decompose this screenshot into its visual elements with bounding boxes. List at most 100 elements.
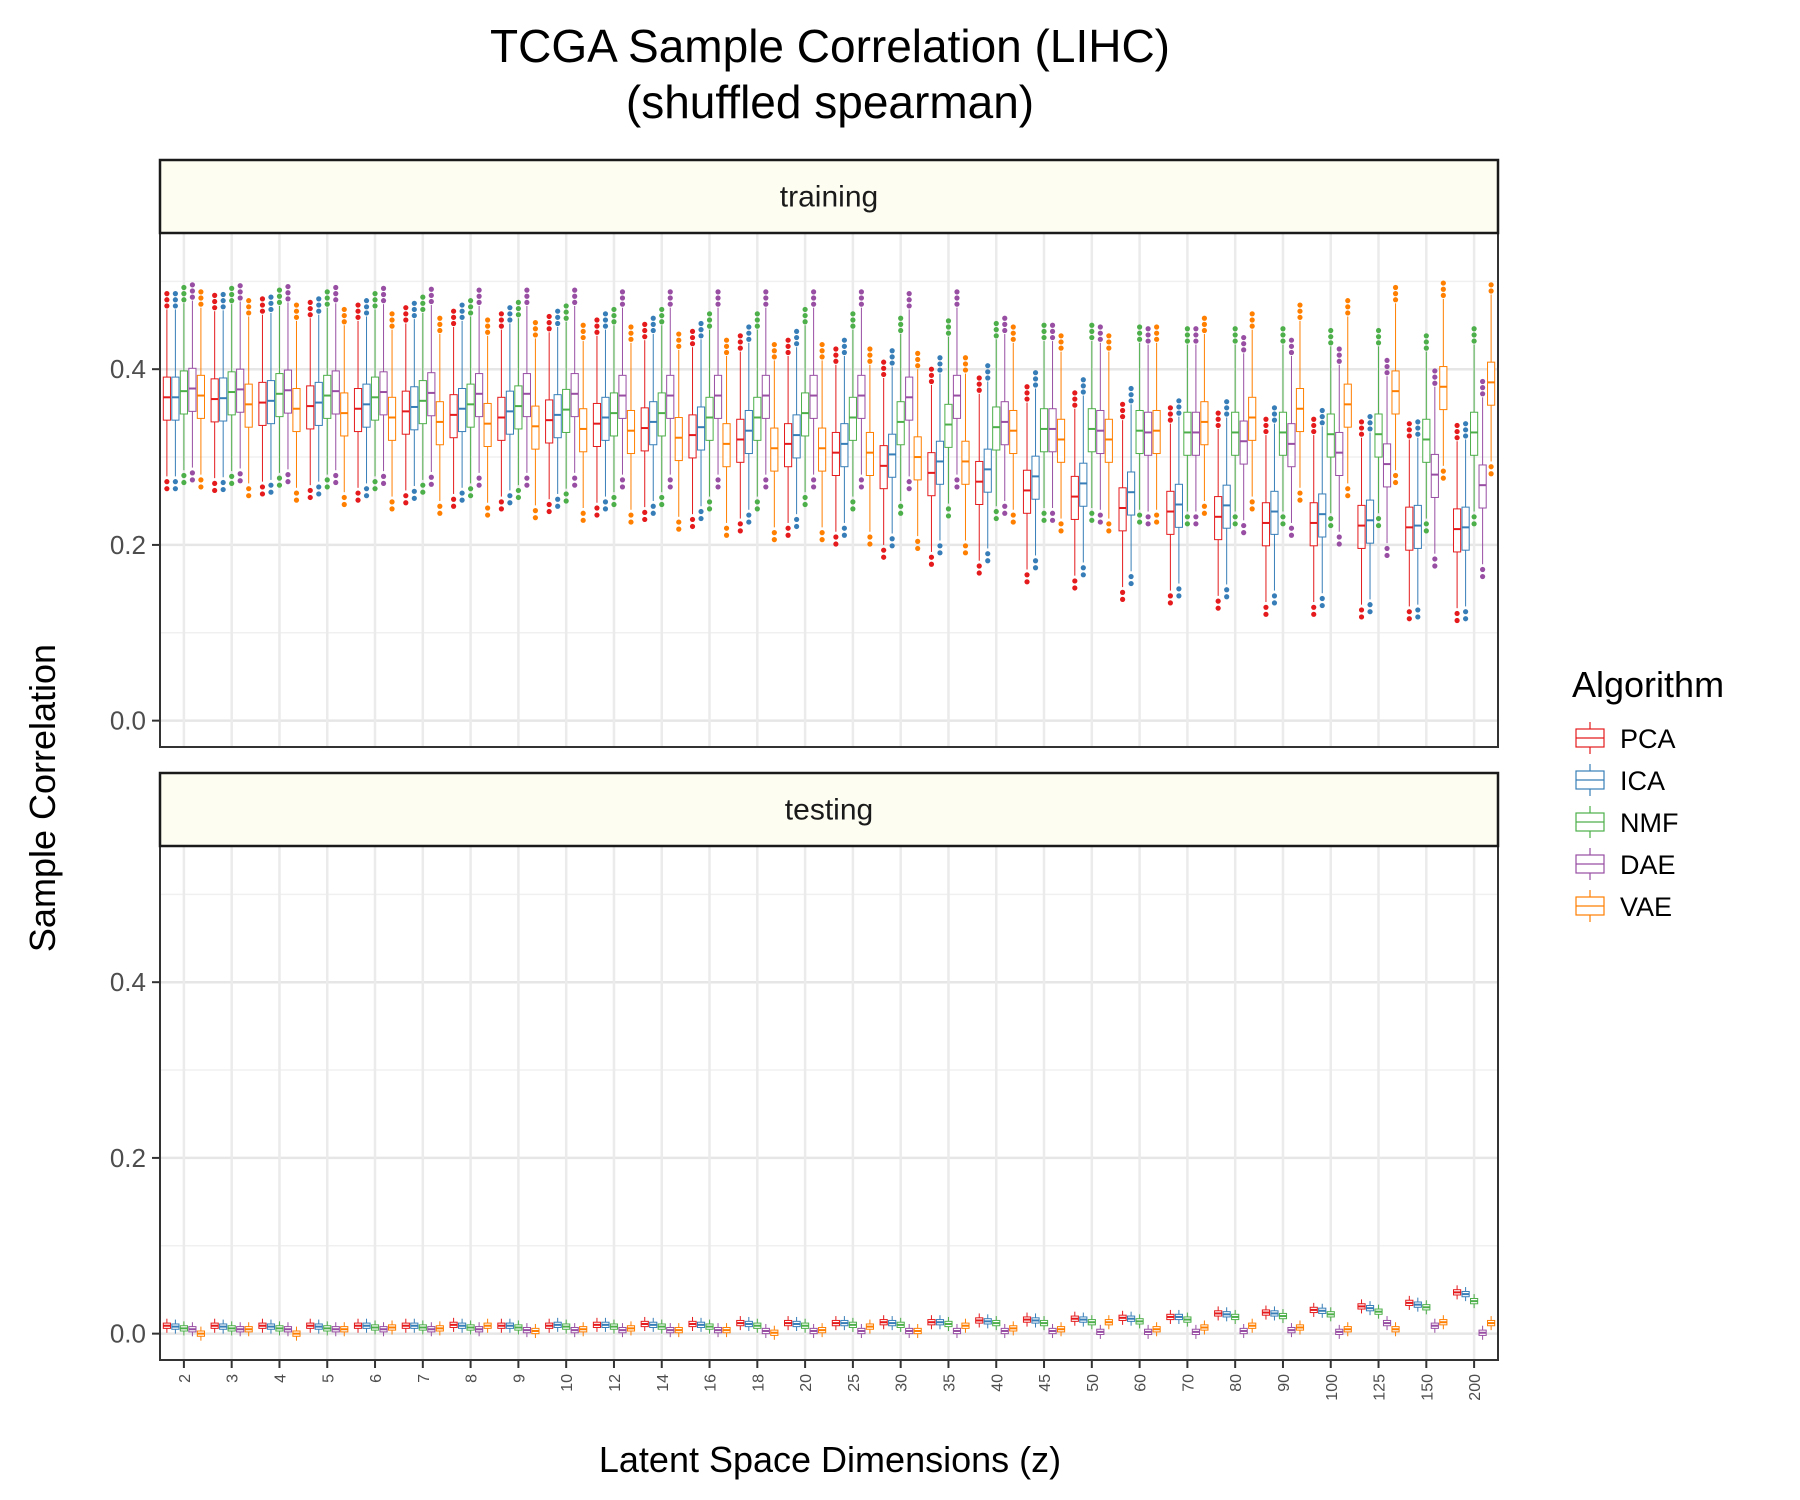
outlier-point (785, 337, 791, 343)
box-iqr (705, 396, 714, 441)
outlier-point (1345, 310, 1351, 316)
outlier-point (1249, 311, 1255, 317)
outlier-point (437, 510, 443, 516)
outlier-point (507, 311, 513, 317)
box-iqr (401, 390, 410, 435)
outlier-point (1392, 479, 1399, 486)
outlier-point (285, 479, 291, 485)
box-ica-z2 (171, 291, 180, 492)
outlier-point (437, 315, 443, 321)
outlier-point (976, 570, 982, 576)
outlier-point (1232, 326, 1238, 332)
box-iqr (1231, 411, 1240, 456)
outlier-point (723, 349, 730, 356)
outlier-point (1263, 428, 1269, 435)
outlier-point (1193, 514, 1199, 520)
outlier-point (420, 306, 426, 313)
box-iqr (722, 423, 731, 468)
outlier-point (498, 506, 504, 512)
box-pca-z45 (1022, 384, 1032, 585)
outlier-point (1454, 610, 1460, 617)
box-vae-z5 (340, 306, 349, 508)
outlier-point (1249, 323, 1255, 329)
box-ica-z14 (649, 315, 658, 516)
outlier-point (1137, 330, 1143, 336)
outlier-point (420, 482, 426, 488)
box-nmf-z10 (562, 1319, 571, 1334)
outlier-point (1167, 593, 1173, 599)
box-dae-z16 (713, 289, 723, 490)
outlier-point (476, 482, 482, 488)
box-iqr (1031, 455, 1040, 500)
legend-entry-dae: DAE (1575, 848, 1676, 880)
outlier-point (811, 301, 817, 307)
outlier-point (1137, 519, 1143, 525)
outlier-point (1345, 493, 1351, 499)
box-pca-z3 (210, 292, 219, 494)
x-tick-label: 150 (1419, 1374, 1436, 1401)
outlier-point (411, 488, 417, 494)
outlier-point (794, 516, 800, 523)
box-iqr (514, 385, 523, 430)
panel-testing: testing 0.0 0.2 0.4 (110, 771, 1500, 1361)
outlier-point (411, 495, 417, 501)
series-vae-testing (196, 1315, 1496, 1341)
outlier-point (1471, 326, 1477, 332)
outlier-point (1041, 328, 1047, 335)
box-vae-z80 (1248, 1318, 1257, 1333)
box-pca-z9 (497, 311, 506, 512)
x-tick-label: 14 (655, 1374, 672, 1392)
box-pca-z100 (1309, 1302, 1318, 1317)
outlier-point (1010, 324, 1016, 330)
outlier-point (285, 283, 291, 290)
series-nmf-testing (179, 1294, 1479, 1336)
outlier-point (380, 480, 387, 487)
outlier-point (1154, 512, 1160, 518)
box-ica-z80 (1222, 1307, 1231, 1322)
outlier-point (259, 296, 266, 302)
box-dae-z125 (1382, 357, 1392, 559)
box-iqr (857, 374, 866, 419)
outlier-point (1358, 614, 1365, 620)
box-pca-z40 (975, 1313, 984, 1328)
outlier-point (746, 512, 752, 518)
outlier-point (954, 295, 960, 301)
outlier-point (1384, 545, 1390, 552)
outlier-point (898, 321, 904, 327)
outlier-point (164, 486, 170, 492)
outlier-point (1423, 521, 1429, 527)
outlier-point (428, 298, 434, 305)
outlier-point (307, 487, 313, 494)
box-dae-z6 (379, 1322, 388, 1337)
box-vae-z3 (244, 1322, 253, 1337)
outlier-point (1241, 522, 1247, 529)
outlier-point (1176, 586, 1182, 592)
outlier-point (485, 505, 491, 511)
box-dae-z4 (283, 1322, 293, 1337)
outlier-point (1002, 315, 1008, 321)
box-ica-z8 (458, 302, 467, 503)
outlier-point (468, 310, 474, 316)
box-dae-z90 (1287, 337, 1296, 538)
outlier-point (619, 484, 626, 490)
outlier-point (307, 494, 313, 501)
outlier-point (1032, 382, 1039, 388)
outlier-point (1201, 327, 1208, 334)
outlier-point (1432, 380, 1438, 386)
outlier-point (532, 332, 539, 338)
outlier-point (746, 519, 752, 525)
outlier-point (898, 510, 904, 516)
outlier-point (498, 317, 504, 323)
outlier-point (1176, 404, 1182, 410)
x-tick-label: 30 (894, 1374, 911, 1392)
box-nmf-z90 (1278, 1309, 1288, 1324)
outlier-point (341, 501, 347, 508)
outlier-point (372, 291, 378, 297)
outlier-point (1463, 427, 1469, 433)
box-nmf-z90 (1278, 326, 1288, 527)
box-pca-z6 (353, 1318, 363, 1333)
outlier-point (411, 306, 417, 313)
outlier-point (524, 475, 530, 481)
box-pca-z14 (640, 321, 649, 523)
box-ica-z3 (219, 291, 228, 493)
